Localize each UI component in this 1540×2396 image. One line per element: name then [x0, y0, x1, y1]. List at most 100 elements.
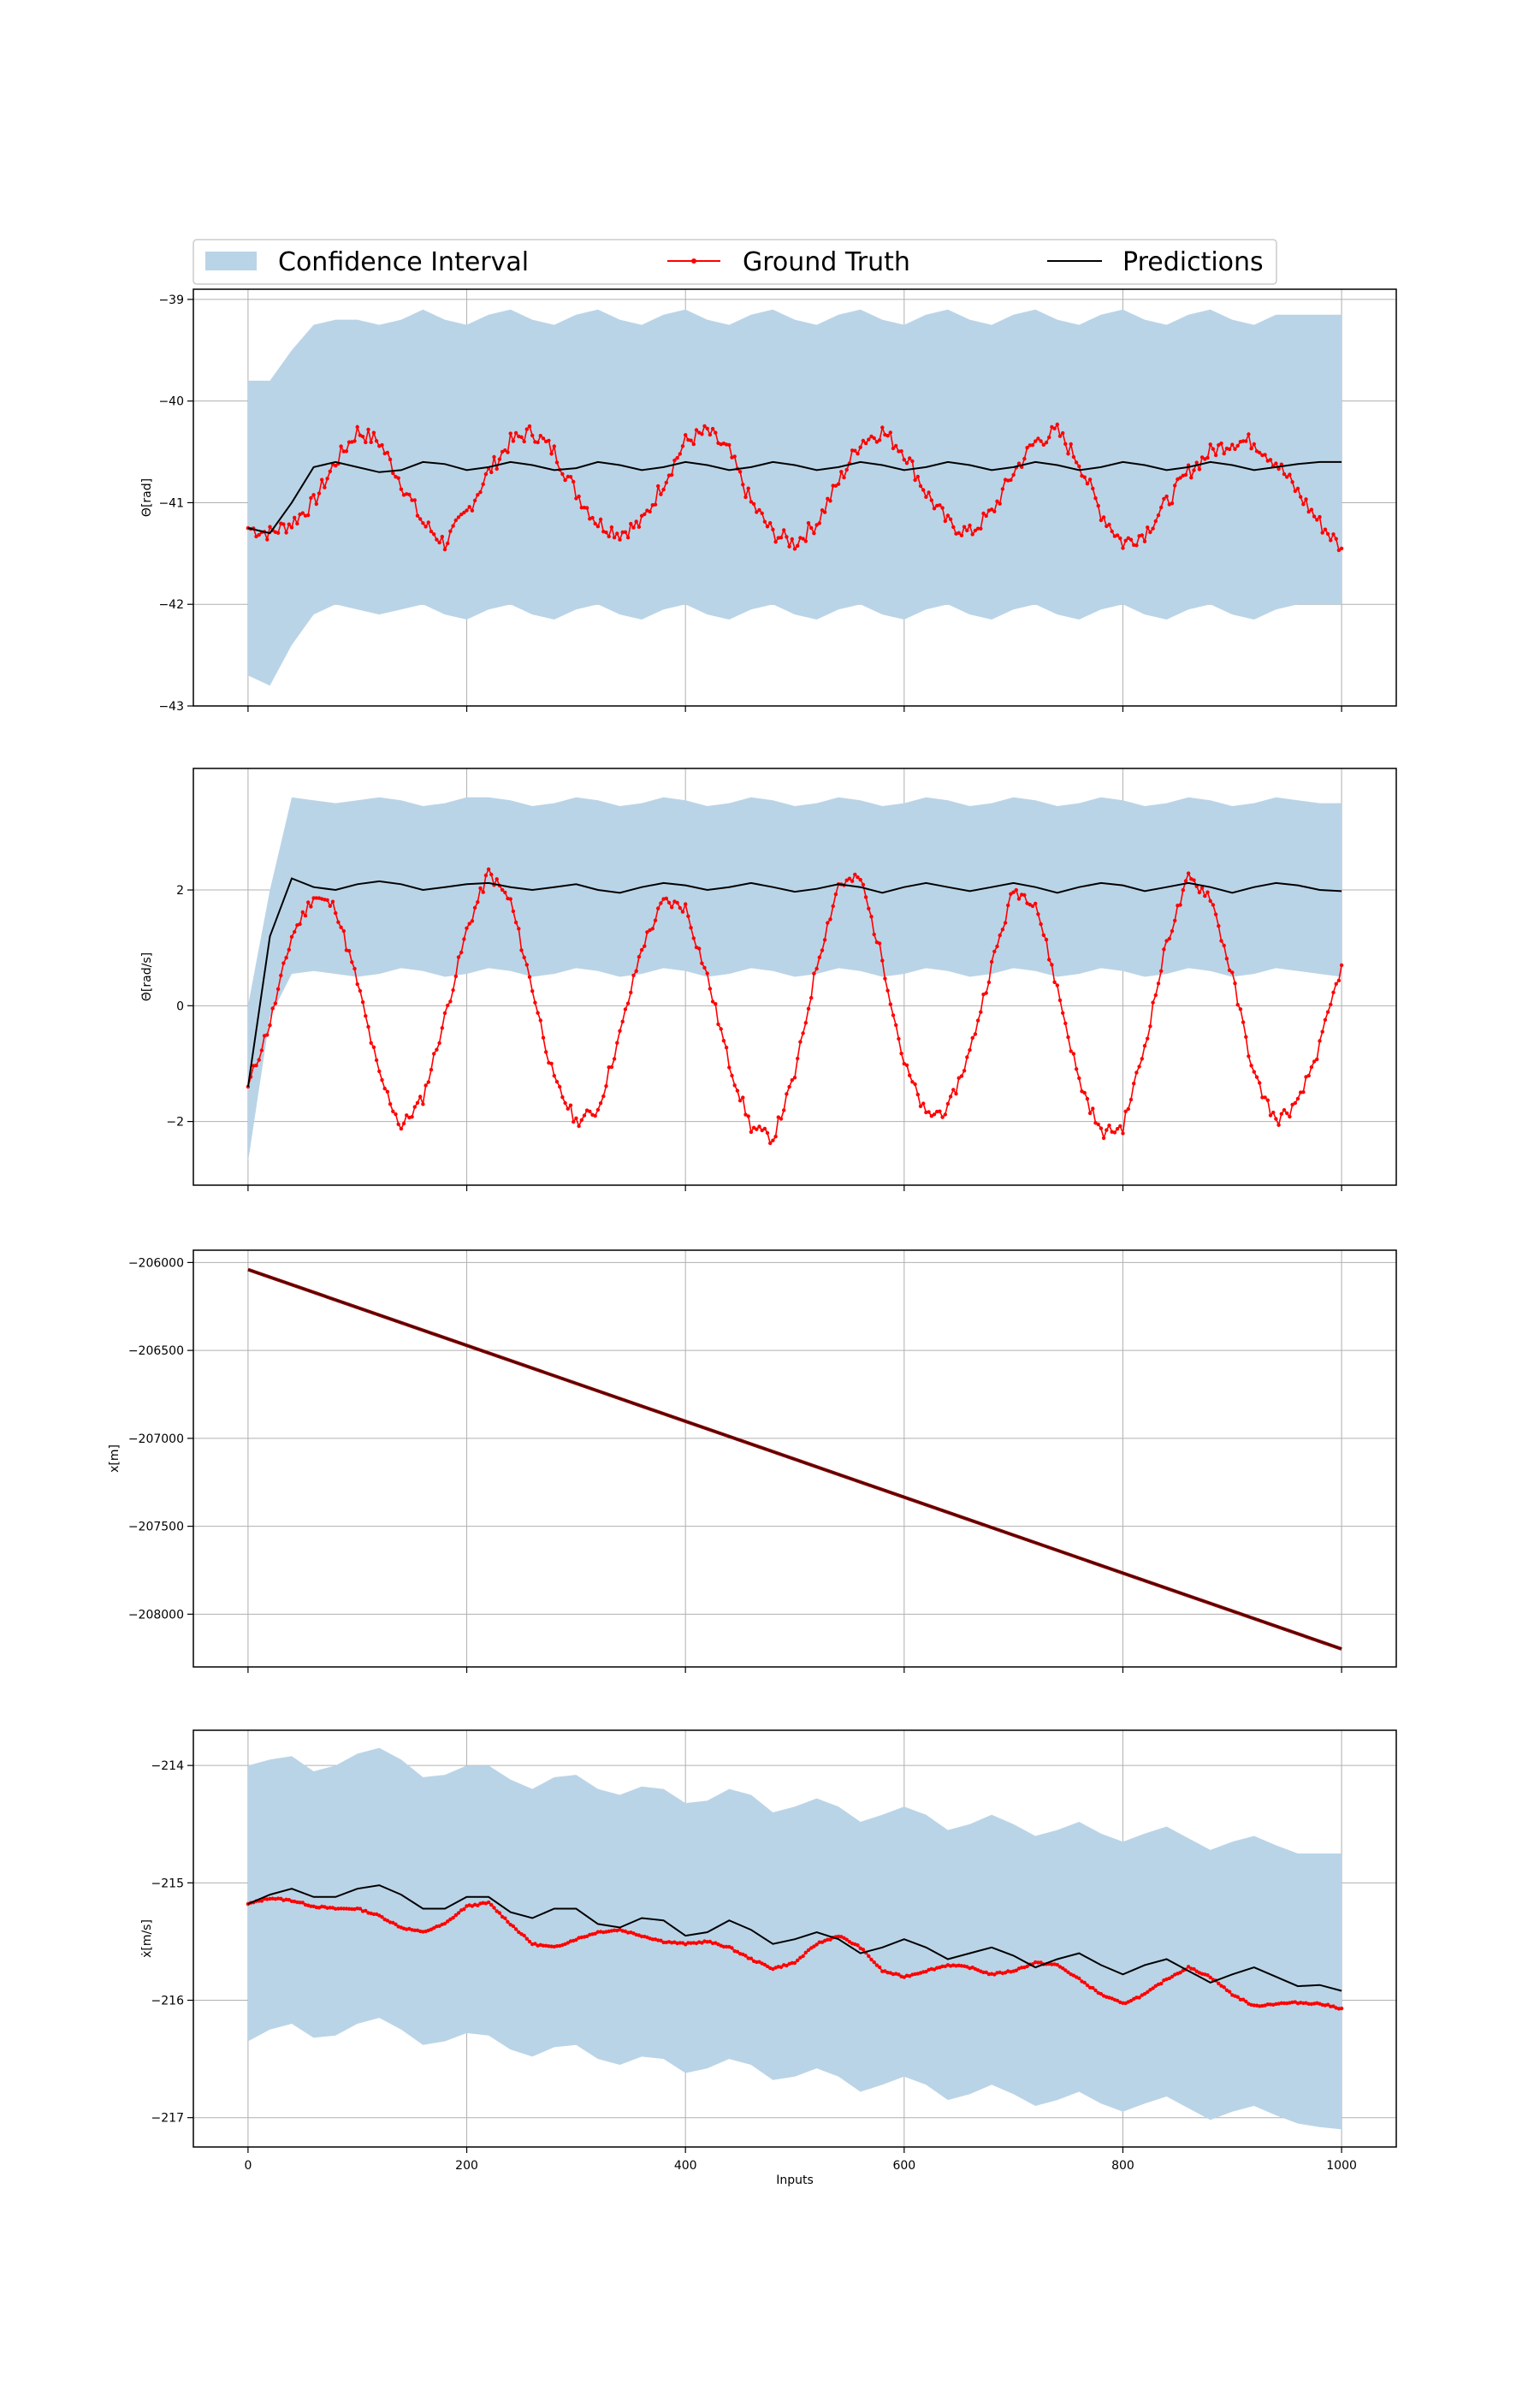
ground-truth-point: [503, 890, 507, 895]
ground-truth-point: [618, 537, 622, 542]
ground-truth-point: [650, 927, 654, 931]
ground-truth-point: [678, 1941, 682, 1945]
ground-truth-point: [382, 1086, 387, 1091]
y-tick-label: −41: [158, 496, 184, 510]
ground-truth-point: [806, 1948, 811, 1953]
ground-truth-point: [984, 1970, 988, 1975]
ground-truth-point: [1034, 439, 1038, 443]
ground-truth-point: [1331, 990, 1336, 995]
ground-truth-point: [524, 1936, 529, 1941]
ground-truth-point: [1268, 2002, 1273, 2007]
ground-truth-point: [574, 1937, 578, 1942]
ground-truth-point: [579, 1118, 583, 1123]
ground-truth-point: [323, 485, 327, 489]
ground-truth-point: [935, 1109, 939, 1114]
ground-truth-point: [399, 487, 404, 491]
ground-truth-point: [339, 1907, 343, 1911]
ground-truth-point: [467, 505, 471, 509]
ground-truth-point: [1199, 886, 1205, 890]
ground-truth-point: [1112, 1130, 1117, 1135]
ground-truth-point: [538, 434, 542, 438]
ground-truth-point: [1082, 1980, 1087, 1985]
ground-truth-point: [869, 915, 874, 919]
ground-truth-point: [817, 1940, 821, 1944]
ground-truth-point: [432, 1052, 436, 1056]
ground-truth-point: [1123, 1109, 1128, 1114]
y-tick-label: −40: [158, 395, 184, 409]
ground-truth-point: [886, 988, 890, 993]
ground-truth-point: [429, 529, 434, 534]
ground-truth-point: [549, 1944, 554, 1948]
ground-truth-point: [435, 1925, 439, 1929]
ground-truth-point: [891, 446, 896, 451]
ground-truth-point: [1069, 442, 1073, 447]
ground-truth-point: [519, 1932, 524, 1936]
ground-truth-point: [341, 928, 346, 934]
ground-truth-point: [1336, 2007, 1342, 2011]
ground-truth-point: [806, 1006, 811, 1011]
ground-truth-point: [364, 1014, 368, 1018]
ground-truth-point: [1217, 1981, 1221, 1986]
subplot-x-dot: −217 −216 −215 −214 0 200 400 600 800 1000 ẋ[m/s]: [140, 1729, 1397, 2173]
ground-truth-point: [809, 1946, 814, 1950]
ground-truth-point: [1118, 1124, 1122, 1129]
ground-truth-point: [762, 1126, 767, 1131]
ground-truth-point: [339, 925, 343, 929]
ground-truth-point: [448, 999, 453, 1004]
ground-truth-point: [1132, 543, 1136, 548]
ground-truth-point: [593, 1113, 597, 1118]
ground-truth-point: [344, 449, 349, 454]
ground-truth-point: [629, 990, 633, 995]
ground-truth-point: [1260, 1095, 1265, 1100]
ground-truth-point: [1173, 483, 1177, 488]
ground-truth-point: [554, 1944, 560, 1948]
ground-truth-point: [678, 452, 682, 456]
ground-truth-point: [254, 534, 258, 539]
ground-truth-point: [691, 936, 696, 940]
ground-truth-point: [366, 1024, 370, 1029]
ground-truth-point: [1252, 2003, 1257, 2008]
ground-truth-point: [664, 480, 668, 485]
ground-truth-point: [751, 1125, 756, 1130]
ground-truth-point: [927, 490, 931, 495]
ground-truth-point: [995, 1971, 999, 1975]
ground-truth-point: [785, 1963, 789, 1968]
ground-truth-point: [371, 1045, 376, 1050]
ground-truth-point: [453, 1913, 458, 1918]
ground-truth-point: [664, 896, 668, 901]
ground-truth-point: [1213, 912, 1218, 916]
ground-truth-point: [388, 1102, 393, 1106]
ground-truth-point: [910, 459, 915, 464]
ground-truth-point: [989, 959, 994, 964]
ground-truth-point: [432, 532, 436, 537]
x-tick-label: 1000: [1326, 2159, 1357, 2173]
ground-truth-point: [1022, 456, 1027, 461]
ground-truth-point: [1061, 1011, 1065, 1016]
ground-truth-point: [369, 1041, 373, 1046]
ground-truth-point: [951, 1088, 956, 1092]
ground-truth-point: [388, 457, 393, 462]
ground-truth-point: [355, 982, 359, 987]
ground-truth-point: [465, 508, 469, 513]
ground-truth-point: [831, 904, 835, 909]
ground-truth-point: [975, 526, 980, 531]
ground-truth-point: [604, 1084, 608, 1088]
ground-truth-point: [1162, 947, 1166, 952]
ground-truth-point: [1268, 458, 1273, 462]
ground-truth-point: [710, 1941, 715, 1946]
ground-truth-point: [661, 487, 666, 492]
ground-truth-point: [1063, 1021, 1068, 1026]
ground-truth-point: [1039, 439, 1043, 443]
ground-truth-point: [476, 900, 480, 904]
ground-truth-point: [511, 909, 516, 914]
ground-truth-point: [1181, 887, 1186, 893]
ground-truth-point: [442, 1921, 447, 1926]
ground-truth-point: [861, 438, 866, 443]
ground-truth-point: [689, 926, 693, 930]
ground-truth-point: [1087, 1111, 1093, 1116]
ground-truth-point: [1301, 502, 1306, 507]
y-tick-label: −43: [158, 700, 184, 714]
ground-truth-point: [902, 1975, 907, 1979]
ground-truth-point: [826, 1937, 830, 1942]
ground-truth-point: [1151, 1986, 1155, 1990]
